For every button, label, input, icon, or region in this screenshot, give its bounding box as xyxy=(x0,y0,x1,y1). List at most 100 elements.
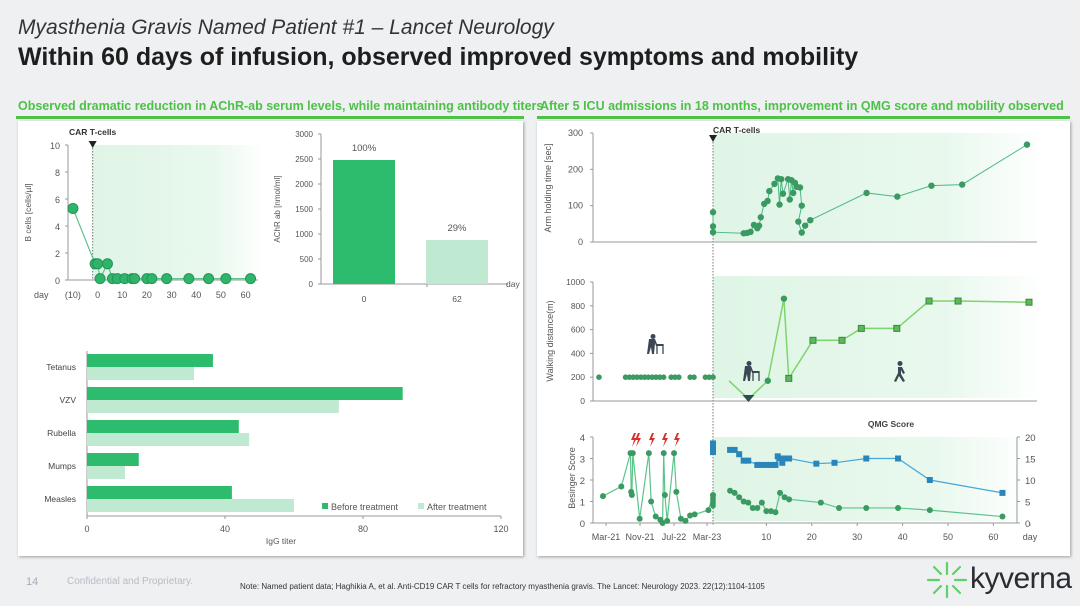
y-tick-label: 0 xyxy=(309,280,314,289)
arm-point xyxy=(796,184,804,191)
besinger-pre-point xyxy=(673,488,680,495)
y-axis-label: Arm holding time [sec] xyxy=(543,143,553,232)
x-tick-label: 40 xyxy=(898,532,908,542)
besinger-post-point xyxy=(786,496,793,503)
left-section-divider xyxy=(16,116,524,119)
slide-title: Within 60 days of infusion, observed imp… xyxy=(18,43,859,71)
qmg-title: QMG Score xyxy=(868,419,915,429)
y-tick-label-left: 1 xyxy=(580,498,585,509)
x-tick-label: 20 xyxy=(807,532,817,542)
category-label: Rubella xyxy=(47,428,76,438)
y-tick-label: 600 xyxy=(571,325,585,335)
walking-point xyxy=(780,295,788,302)
besinger-post-point xyxy=(817,499,824,506)
arm-point xyxy=(779,190,787,197)
y-tick-label: 800 xyxy=(571,301,585,311)
besinger-pre-point xyxy=(645,450,652,457)
x-tick-label: 50 xyxy=(216,290,226,300)
x-tick-label: 60 xyxy=(988,532,998,542)
walking-point-square xyxy=(925,297,933,305)
achr-data-label: 29% xyxy=(447,223,467,234)
starburst-icon xyxy=(926,561,968,599)
y-tick-label: 6 xyxy=(55,195,60,205)
legend-label: After treatment xyxy=(427,502,487,512)
besinger-post-point xyxy=(767,508,774,515)
x-tick-label: day xyxy=(1023,532,1038,542)
icon-body xyxy=(743,366,759,381)
qmg-point xyxy=(999,489,1006,496)
y-tick-label-right: 0 xyxy=(1025,519,1030,530)
besinger-post-point xyxy=(749,504,756,511)
category-label: Tetanus xyxy=(46,362,76,372)
qmg-point xyxy=(736,451,743,458)
y-axis-label: B cells [cells/µl] xyxy=(23,183,33,241)
y-tick-label: 200 xyxy=(571,372,585,382)
besinger-post-point xyxy=(745,499,752,506)
qmg-point xyxy=(779,459,786,466)
arm-point xyxy=(786,196,793,203)
besinger-pre-point xyxy=(652,513,659,520)
arm-point xyxy=(1023,141,1031,148)
logo-text: kyverna xyxy=(970,562,1072,595)
qmg-point xyxy=(831,459,838,466)
arm-point xyxy=(776,201,783,208)
x-axis-label: IgG titer xyxy=(266,536,296,546)
walking-point-square xyxy=(857,324,865,332)
icu-admission-lightning-icon xyxy=(631,433,637,447)
walking-point-square xyxy=(1025,298,1033,306)
qmg-point xyxy=(895,455,902,462)
igg-bar-after xyxy=(87,400,339,413)
besinger-post-point xyxy=(895,504,902,511)
y-tick-label: 4 xyxy=(55,222,60,232)
bcells-point xyxy=(92,258,104,270)
legend-swatch xyxy=(322,503,328,509)
kyverna-logo: kyverna xyxy=(925,560,1075,600)
y-tick-label: 10 xyxy=(50,141,60,151)
qmg-point xyxy=(754,461,761,468)
besinger-pre-point xyxy=(682,517,689,524)
x-tick-label: 50 xyxy=(943,532,953,542)
category-label: VZV xyxy=(59,395,76,405)
x-tick-label: Nov-21 xyxy=(625,532,654,542)
y-tick-label: 2500 xyxy=(295,155,313,164)
bcells-point xyxy=(129,273,141,285)
x-tick-label: 40 xyxy=(220,524,230,534)
y-tick-label-left: 2 xyxy=(580,476,585,487)
x-tick-label: 30 xyxy=(852,532,862,542)
x-tick-label: 10 xyxy=(761,532,771,542)
walker-person-icon xyxy=(647,334,664,354)
y-tick-label-left: 0 xyxy=(580,519,585,530)
x-tick-label: Mar-21 xyxy=(592,532,621,542)
arm-point xyxy=(894,193,901,200)
y-tick-label: 1500 xyxy=(295,205,313,214)
bcells-point xyxy=(220,273,232,285)
achr-bar xyxy=(333,160,395,284)
arm-point xyxy=(709,228,717,236)
x-axis-label: day xyxy=(34,290,49,300)
x-tick-label: 0 xyxy=(362,294,367,304)
right-section-divider xyxy=(537,116,1070,119)
y-axis-label: Besinger Score xyxy=(567,447,577,509)
post-infusion-shade-walking xyxy=(713,276,1044,398)
arm-point xyxy=(958,181,966,188)
icu-admission-lightning-icon xyxy=(662,433,668,447)
bcells-point xyxy=(146,273,158,285)
besinger-post-point xyxy=(763,508,770,515)
igg-bar-after xyxy=(87,433,250,446)
bcells-point xyxy=(67,202,79,214)
besinger-day0-point xyxy=(710,494,716,501)
besinger-pre-point xyxy=(618,483,625,490)
left-section-heading: Observed dramatic reduction in AChR-ab s… xyxy=(18,99,544,113)
bcells-point xyxy=(101,258,113,270)
y-tick-label-right: 20 xyxy=(1025,433,1036,444)
post-infusion-shade-qmg xyxy=(713,437,1029,521)
besinger-pre-point xyxy=(671,450,678,457)
y-tick-label: 300 xyxy=(568,128,583,138)
arm-point xyxy=(709,223,717,230)
slide-subtitle: Myasthenia Gravis Named Patient #1 – Lan… xyxy=(18,16,554,39)
arm-point xyxy=(863,189,870,197)
left-charts-svg: 0 2 4 6 8 10 (10) 0 10 20 30 40 50 60 day B cells [cell… xyxy=(23,127,520,546)
x-tick-label: 40 xyxy=(191,290,201,300)
besinger-pre-point xyxy=(664,517,671,524)
icon-head xyxy=(897,361,903,366)
